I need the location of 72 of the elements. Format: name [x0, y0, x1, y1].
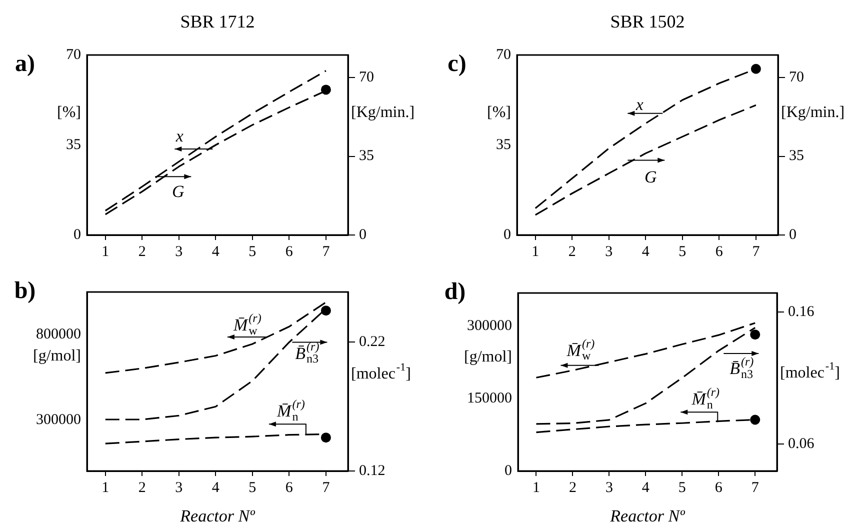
x-tick-label: 7 [322, 480, 330, 496]
x-tick-label: 3 [175, 480, 183, 496]
y2-tick-label: 0.12 [359, 462, 386, 479]
y-axis-title: [%] [57, 104, 81, 121]
y2-tick-label: 35 [789, 148, 804, 164]
x-tick-label: 3 [605, 480, 613, 496]
x-tick-label: 7 [751, 480, 760, 496]
x-tick-label: 2 [138, 480, 146, 496]
line-series [104, 70, 327, 212]
line-series [104, 301, 327, 374]
y-axis-title: [%] [487, 104, 511, 121]
y-tick-label: 70 [66, 46, 81, 63]
x-tick-label: 5 [678, 480, 686, 496]
x-tick-label: 5 [248, 480, 256, 496]
y-tick-label: 300000 [36, 412, 81, 428]
annotation: x [634, 94, 644, 114]
x-tick-label: 5 [678, 244, 686, 260]
y2-tick-label: 0.16 [788, 304, 815, 320]
x-tick-label: 6 [285, 244, 294, 260]
y2-tick-label: 0 [359, 226, 366, 243]
y-tick-label: 70 [496, 46, 511, 63]
y-tick-label: 0 [504, 462, 512, 479]
x-tick-label: 2 [568, 480, 576, 496]
x-axis-title: Reactor Nº [609, 506, 686, 526]
x-axis-title: Reactor Nº [179, 506, 256, 526]
y2-axis-title: [Kg/min.] [351, 104, 415, 121]
x-tick-label: 7 [752, 244, 760, 260]
y2-axis-title: [Kg/min.] [781, 104, 845, 121]
y-axis-title: [g/mol] [33, 348, 82, 365]
x-tick-label: 4 [642, 480, 650, 496]
y2-tick-label: 0.06 [788, 436, 815, 452]
line-series [534, 104, 757, 216]
y-tick-label: 35 [496, 136, 511, 153]
chart-title: SBR 1502 [610, 12, 685, 32]
x-tick-label: 6 [285, 480, 294, 496]
y-tick-label: 0 [74, 226, 81, 243]
x-tick-label: 1 [102, 244, 110, 260]
x-tick-label: 2 [138, 244, 146, 260]
annotation: x [174, 126, 184, 146]
text: c) [448, 51, 466, 78]
y-tick-label: 150000 [467, 390, 512, 406]
y2-tick-label: 70 [359, 69, 374, 86]
text: b) [14, 278, 36, 304]
annotation: G [644, 168, 657, 187]
x-tick-label: 1 [532, 480, 540, 496]
x-tick-label: 1 [532, 244, 540, 260]
x-tick-label: 5 [248, 244, 256, 260]
x-tick-label: 6 [714, 480, 723, 496]
y2-tick-label: 35 [359, 148, 374, 164]
y-tick-label: 35 [66, 136, 81, 153]
y2-tick-label: 0.22 [359, 334, 386, 350]
x-tick-label: 4 [212, 480, 220, 496]
line-series [535, 322, 756, 378]
chart-title: SBR 1712 [180, 12, 255, 32]
x-tick-label: 3 [175, 244, 183, 260]
x-tick-label: 6 [715, 244, 724, 260]
line-series [535, 326, 756, 425]
x-tick-label: 4 [212, 244, 220, 260]
x-tick-label: 3 [605, 244, 613, 260]
y-tick-label: 800000 [36, 326, 81, 343]
x-tick-label: 1 [102, 480, 110, 496]
x-tick-label: 2 [568, 244, 576, 260]
x-tick-label: 7 [322, 244, 330, 260]
annotation: G [172, 182, 184, 202]
y-tick-label: 300000 [467, 318, 512, 334]
y-axis-title: [g/mol] [464, 348, 512, 366]
x-tick-label: 4 [642, 244, 650, 260]
text: d) [444, 279, 466, 306]
y2-tick-label: 0 [789, 226, 796, 243]
text: a) [15, 51, 35, 78]
y2-tick-label: 70 [789, 69, 804, 86]
y-tick-label: 0 [504, 226, 511, 243]
